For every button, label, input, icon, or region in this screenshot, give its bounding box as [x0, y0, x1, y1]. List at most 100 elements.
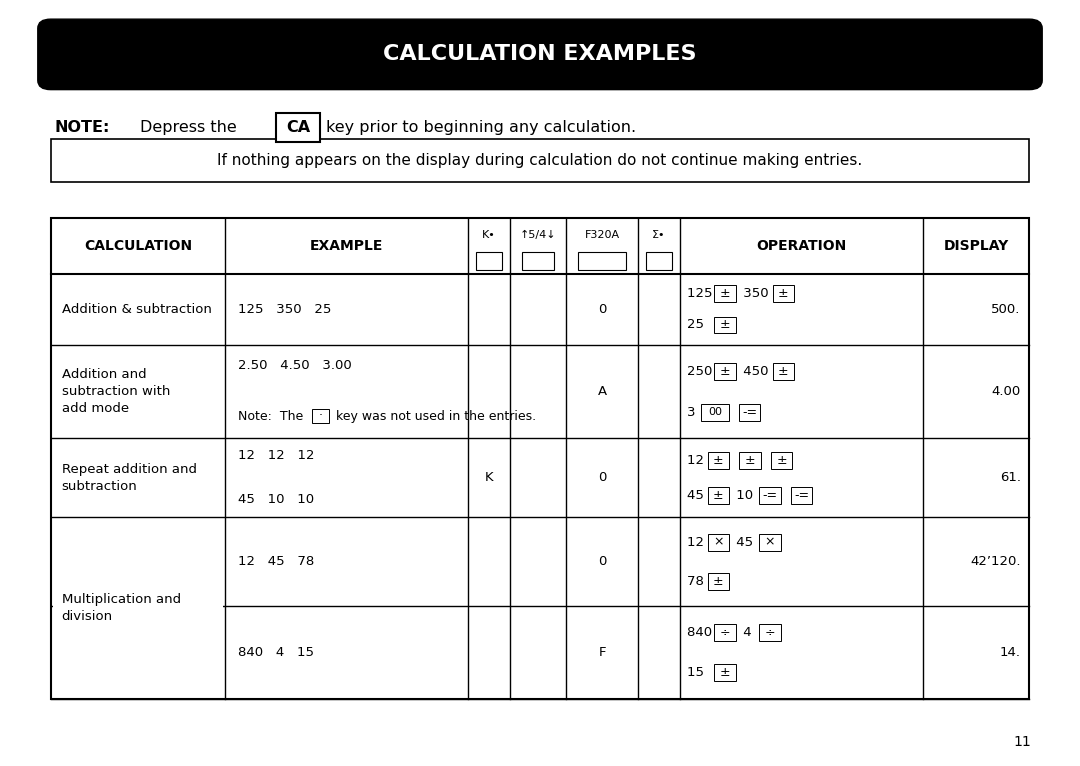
Bar — [791, 486, 812, 503]
Bar — [714, 624, 735, 640]
Text: 0: 0 — [598, 471, 606, 484]
Text: 0: 0 — [598, 303, 606, 316]
Bar — [772, 285, 794, 302]
Text: EXAMPLE: EXAMPLE — [310, 239, 383, 253]
Text: ·: · — [319, 410, 322, 423]
Bar — [707, 452, 729, 469]
Text: 45: 45 — [732, 535, 758, 548]
Text: ±: ± — [713, 489, 724, 502]
Text: 0: 0 — [598, 555, 606, 568]
Text: 45   10   10: 45 10 10 — [238, 493, 314, 506]
Text: 3: 3 — [688, 406, 700, 419]
Text: CA: CA — [286, 120, 310, 136]
Text: ±: ± — [719, 666, 730, 679]
Text: 42’120.: 42’120. — [970, 555, 1021, 568]
Text: 45: 45 — [688, 489, 708, 502]
Bar — [53, 604, 222, 610]
Text: ±: ± — [713, 454, 724, 467]
Text: A: A — [597, 385, 607, 398]
Bar — [475, 252, 501, 270]
Bar — [276, 113, 320, 142]
Text: ±: ± — [744, 454, 755, 467]
Text: NOTE:: NOTE: — [54, 120, 109, 136]
Bar — [51, 139, 1029, 182]
FancyBboxPatch shape — [38, 19, 1042, 90]
Text: Note:  The: Note: The — [238, 410, 307, 423]
Text: 2.50   4.50   3.00: 2.50 4.50 3.00 — [238, 359, 352, 372]
Bar — [646, 252, 672, 270]
Text: F320A: F320A — [584, 231, 620, 241]
Text: ±: ± — [719, 319, 730, 332]
Text: -=: -= — [762, 489, 778, 502]
Text: 00: 00 — [707, 408, 721, 417]
Text: 10: 10 — [732, 489, 758, 502]
Text: 450: 450 — [739, 365, 773, 378]
Text: ÷: ÷ — [765, 626, 775, 639]
Text: If nothing appears on the display during calculation do not continue making entr: If nothing appears on the display during… — [217, 153, 863, 169]
Text: ÷: ÷ — [719, 626, 730, 639]
Text: -=: -= — [742, 406, 757, 419]
Text: 14.: 14. — [1000, 646, 1021, 659]
Bar — [714, 664, 735, 681]
Bar — [707, 534, 729, 551]
Text: 12   12   12: 12 12 12 — [238, 450, 314, 462]
Bar — [707, 486, 729, 503]
Text: 78: 78 — [688, 574, 708, 588]
Text: 500.: 500. — [991, 303, 1021, 316]
Text: key prior to beginning any calculation.: key prior to beginning any calculation. — [326, 120, 636, 136]
Bar — [51, 218, 1029, 699]
Text: 350: 350 — [739, 287, 773, 300]
Bar — [739, 452, 760, 469]
Bar — [701, 404, 729, 421]
Text: Multiplication and
division: Multiplication and division — [62, 593, 180, 623]
Text: CALCULATION EXAMPLES: CALCULATION EXAMPLES — [383, 44, 697, 64]
Text: 12   45   78: 12 45 78 — [238, 555, 314, 568]
Text: ±: ± — [713, 574, 724, 588]
Bar — [759, 486, 781, 503]
Text: 125: 125 — [688, 287, 717, 300]
Bar — [759, 624, 781, 640]
Text: OPERATION: OPERATION — [756, 239, 847, 253]
Text: CALCULATION: CALCULATION — [84, 239, 192, 253]
Text: 25: 25 — [688, 319, 713, 332]
Text: 11: 11 — [1014, 735, 1031, 749]
Text: ×: × — [713, 535, 724, 548]
Text: 840   4   15: 840 4 15 — [238, 646, 314, 659]
Text: ↑5/4↓: ↑5/4↓ — [519, 231, 556, 241]
Text: DISPLAY: DISPLAY — [943, 239, 1009, 253]
Text: F: F — [598, 646, 606, 659]
Text: Depress the: Depress the — [140, 120, 238, 136]
Text: K•: K• — [482, 231, 496, 241]
Text: ±: ± — [778, 365, 788, 378]
Text: 12: 12 — [688, 454, 708, 467]
Text: Repeat addition and
subtraction: Repeat addition and subtraction — [62, 463, 197, 493]
Text: 12: 12 — [688, 535, 708, 548]
Text: Σ•: Σ• — [652, 231, 665, 241]
Bar — [522, 252, 554, 270]
Bar — [771, 452, 793, 469]
Text: 4: 4 — [739, 626, 756, 639]
Bar — [578, 252, 626, 270]
Bar — [739, 404, 760, 421]
Text: ×: × — [765, 535, 775, 548]
Bar — [714, 285, 735, 302]
Text: ±: ± — [778, 287, 788, 300]
Bar — [714, 316, 735, 333]
Text: ±: ± — [777, 454, 786, 467]
Text: Addition & subtraction: Addition & subtraction — [62, 303, 212, 316]
Text: Addition and
subtraction with
add mode: Addition and subtraction with add mode — [62, 368, 170, 415]
Text: ±: ± — [719, 365, 730, 378]
Text: 250: 250 — [688, 365, 717, 378]
Text: 61.: 61. — [1000, 471, 1021, 484]
Text: K: K — [484, 471, 492, 484]
Text: ±: ± — [719, 287, 730, 300]
Text: 125   350   25: 125 350 25 — [238, 303, 332, 316]
Bar — [311, 409, 328, 423]
Bar — [707, 573, 729, 590]
Text: -=: -= — [794, 489, 809, 502]
Text: 840: 840 — [688, 626, 717, 639]
Text: 4.00: 4.00 — [991, 385, 1021, 398]
Text: 15: 15 — [688, 666, 713, 679]
Bar — [772, 363, 794, 380]
Bar — [714, 363, 735, 380]
